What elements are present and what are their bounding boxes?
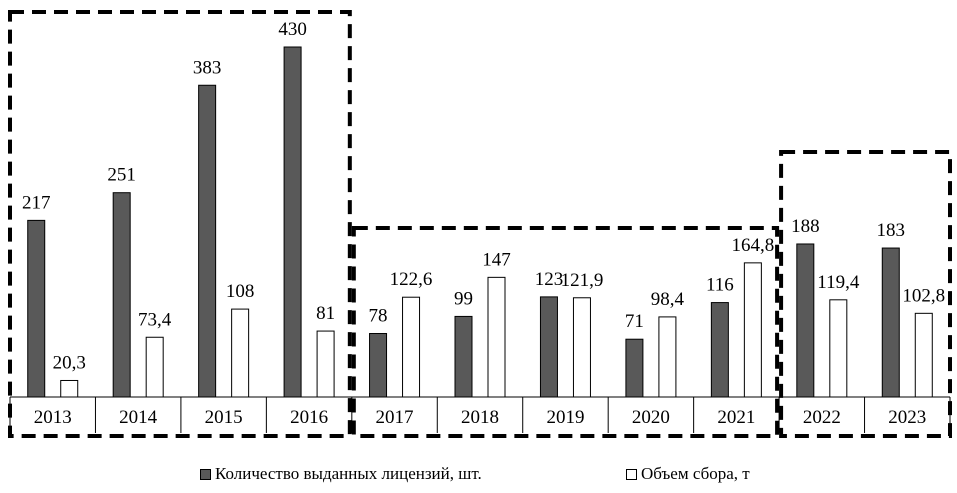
data-label-harvest: 122,6	[390, 269, 433, 290]
bar-licenses	[454, 315, 473, 398]
data-label-harvest: 147	[482, 249, 511, 270]
data-label-licenses: 251	[107, 165, 136, 186]
bar-harvest	[487, 276, 506, 398]
bar-harvest	[316, 330, 335, 398]
x-tick-label: 2021	[717, 407, 755, 428]
data-label-licenses: 383	[193, 57, 222, 78]
legend-swatch-harvest	[626, 468, 637, 480]
bar-licenses	[796, 243, 815, 398]
x-tick-label: 2018	[461, 407, 499, 428]
bar-licenses	[369, 333, 388, 398]
bar-harvest	[658, 316, 677, 398]
legend-label-harvest: Объем сбора, т	[641, 464, 750, 483]
bar-licenses	[27, 219, 46, 398]
bar-licenses	[283, 46, 302, 398]
x-tick-label: 2019	[546, 407, 584, 428]
x-tick-label: 2016	[290, 407, 328, 428]
bar-harvest	[231, 308, 250, 398]
data-label-licenses: 116	[706, 275, 734, 296]
data-label-licenses: 71	[625, 311, 644, 332]
bar-licenses	[112, 192, 131, 398]
data-label-licenses: 183	[877, 220, 906, 241]
data-label-licenses: 217	[22, 192, 51, 213]
data-label-harvest: 81	[316, 303, 335, 324]
bar-licenses	[710, 302, 729, 398]
data-label-licenses: 123	[535, 269, 564, 290]
x-tick-label: 2015	[205, 407, 243, 428]
legend-item-harvest: Объем сбора, т	[626, 464, 750, 484]
data-label-licenses: 99	[454, 288, 473, 309]
x-tick-label: 2014	[119, 407, 158, 428]
x-tick-label: 2013	[34, 407, 72, 428]
legend-label-licenses: Количество выданных лицензий, шт.	[215, 464, 482, 483]
group-box	[8, 10, 352, 438]
x-tick-label: 2020	[632, 407, 670, 428]
group-box	[779, 150, 952, 438]
group-box	[351, 226, 780, 438]
legend: Количество выданных лицензий, шт. Объем …	[0, 460, 957, 490]
data-label-harvest: 119,4	[817, 272, 860, 293]
data-label-harvest: 102,8	[902, 285, 945, 306]
bar-harvest	[914, 312, 933, 398]
bar-harvest	[145, 336, 164, 398]
legend-item-licenses: Количество выданных лицензий, шт.	[200, 464, 482, 484]
bar-harvest	[402, 296, 421, 398]
bar-licenses	[625, 338, 644, 398]
data-label-licenses: 78	[369, 306, 388, 327]
bar-licenses	[539, 296, 558, 398]
bar-licenses	[198, 84, 217, 398]
data-label-harvest: 98,4	[651, 289, 685, 310]
x-tick-label: 2023	[888, 407, 926, 428]
bar-harvest	[572, 297, 591, 398]
data-label-harvest: 108	[226, 281, 255, 302]
legend-swatch-licenses	[200, 468, 211, 480]
bar-harvest	[829, 299, 848, 398]
bar-licenses	[881, 247, 900, 398]
data-label-harvest: 121,9	[561, 270, 604, 291]
x-tick-label: 2022	[803, 407, 841, 428]
data-label-harvest: 164,8	[731, 235, 774, 256]
bar-harvest	[60, 379, 79, 398]
bar-harvest	[743, 262, 762, 398]
data-label-harvest: 20,3	[53, 352, 86, 373]
data-label-harvest: 73,4	[138, 309, 172, 330]
data-label-licenses: 188	[791, 216, 820, 237]
x-tick-label: 2017	[376, 407, 414, 428]
data-label-licenses: 430	[278, 19, 307, 40]
bar-chart: 2013 217 20,3 2014 251 73,4 2015 383 108 2016 430 8…	[8, 10, 952, 438]
